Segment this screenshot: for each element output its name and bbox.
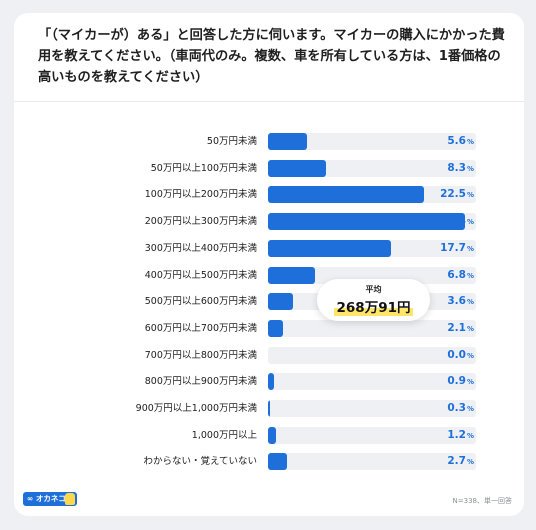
category-label: わからない・覚えていない [143,456,257,468]
bar-row: 1,000万円以上 1.2% [14,426,524,444]
value-number: 5.6 [447,135,466,147]
chart-title: 「（マイカーが）ある」と回答した方に伺います。マイカーの購入にかかった費用を教え… [38,28,505,85]
value-number: 2.7 [447,455,466,468]
mascot-icon [65,493,75,505]
value-label: 0.0% [447,347,474,364]
bar [268,426,277,444]
value-number: 3.6 [447,295,466,308]
value-unit: % [466,191,474,200]
bar-track [268,239,476,257]
bar [268,239,391,257]
value-label: 0.9% [447,373,474,390]
footnote: N=338、単一回答 [452,497,512,505]
value-label: 0.3% [447,400,474,417]
bar [268,186,424,204]
value-label: 17.7% [440,240,474,257]
category-label: 200万円以上300万円未満 [144,216,257,228]
bar-track [268,159,476,177]
value-label: 28.4% [440,213,474,230]
bar [268,293,293,311]
bar-row: 600万円以上700万円未満 2.1% [14,319,524,337]
bar-row: 800万円以上900万円未満 0.9% [14,373,524,391]
bar-row: 200万円以上300万円未満 28.4% [14,213,524,231]
bar [268,133,307,150]
category-label: 900万円以上1,000万円未満 [135,403,257,414]
value-unit: % [466,271,474,280]
bar-track [268,400,476,417]
category-label: 400万円以上500万円未満 [144,269,257,281]
value-number: 6.8 [447,268,466,281]
value-unit: % [466,244,474,253]
bar [268,373,275,391]
logo-text: ∞ オカネコ [27,494,66,503]
value-unit: % [466,164,474,173]
value-number: 2.1 [447,321,466,334]
value-label: 1.2% [447,427,474,444]
title-divider [14,101,524,102]
bar-track [268,319,476,337]
value-unit: % [466,378,474,387]
average-label: 平均 [365,285,382,294]
value-label: 6.8% [447,267,474,284]
value-unit: % [466,138,474,146]
value-unit: % [466,298,474,307]
category-label: 100万円以上200万円未満 [144,189,257,201]
bar-track [268,186,476,204]
bar-track [268,373,476,391]
category-label: 700万円以上800万円未満 [144,349,257,361]
value-number: 0.0 [447,348,466,361]
bar-row: 100万円以上200万円未満 22.5% [14,186,524,204]
value-number: 8.3 [447,161,466,174]
bar-track [268,133,476,150]
value-unit: % [466,351,474,360]
category-label: 50万円以上100万円未満 [150,162,257,174]
bar-row: 400万円以上500万円未満 6.8% [14,266,524,284]
value-label: 2.1% [447,320,474,337]
bar-row: 50万円以上100万円未満 8.3% [14,159,524,177]
value-label: 8.3% [447,160,474,177]
value-unit: % [466,458,474,467]
bar [268,213,465,231]
value-label: 2.7% [447,453,474,470]
category-label: 300万円以上400万円未満 [144,242,257,254]
bar [268,159,326,177]
value-number: 22.5 [440,188,466,201]
bar-track [268,266,476,284]
bar-row: 700万円以上800万円未満 0.0% [14,346,524,364]
value-number: 0.3 [447,402,466,414]
category-label: 600万円以上700万円未満 [144,322,257,334]
bar-track [268,213,476,231]
value-label: 5.6% [447,133,474,150]
bar [268,453,287,471]
category-label: 1,000万円以上 [191,429,257,441]
value-label: 3.6% [447,293,474,310]
bar [268,400,271,417]
category-label: 50万円未満 [206,136,257,147]
value-unit: % [466,431,474,440]
okaneko-logo: ∞ オカネコ [23,492,77,506]
value-number: 1.2 [447,428,466,441]
bar-track [268,426,476,444]
category-label: 800万円以上900万円未満 [144,376,257,388]
bar-track [268,453,476,471]
bar-row: わからない・覚えていない 2.7% [14,453,524,471]
average-callout: 平均 268万91円 [317,279,430,321]
category-label: 500万円以上600万円未満 [144,296,257,308]
average-value: 268万91円 [333,296,414,316]
bar-row: 50万円未満 5.6% [14,133,524,150]
value-number: 0.9 [447,375,466,388]
value-unit: % [466,324,474,333]
value-unit: % [466,218,474,227]
bar-track [268,346,476,364]
value-number: 28.4 [440,215,466,228]
value-label: 22.5% [440,186,474,203]
bar [268,266,316,284]
value-number: 17.7 [440,241,466,254]
value-unit: % [466,405,474,413]
chart-card: 「（マイカーが）ある」と回答した方に伺います。マイカーの購入にかかった費用を教え… [14,13,524,516]
bar-row: 300万円以上400万円未満 17.7% [14,239,524,257]
bar-row: 900万円以上1,000万円未満 0.3% [14,400,524,417]
bar [268,319,283,337]
bar-row: 500万円以上600万円未満 3.6% [14,293,524,311]
